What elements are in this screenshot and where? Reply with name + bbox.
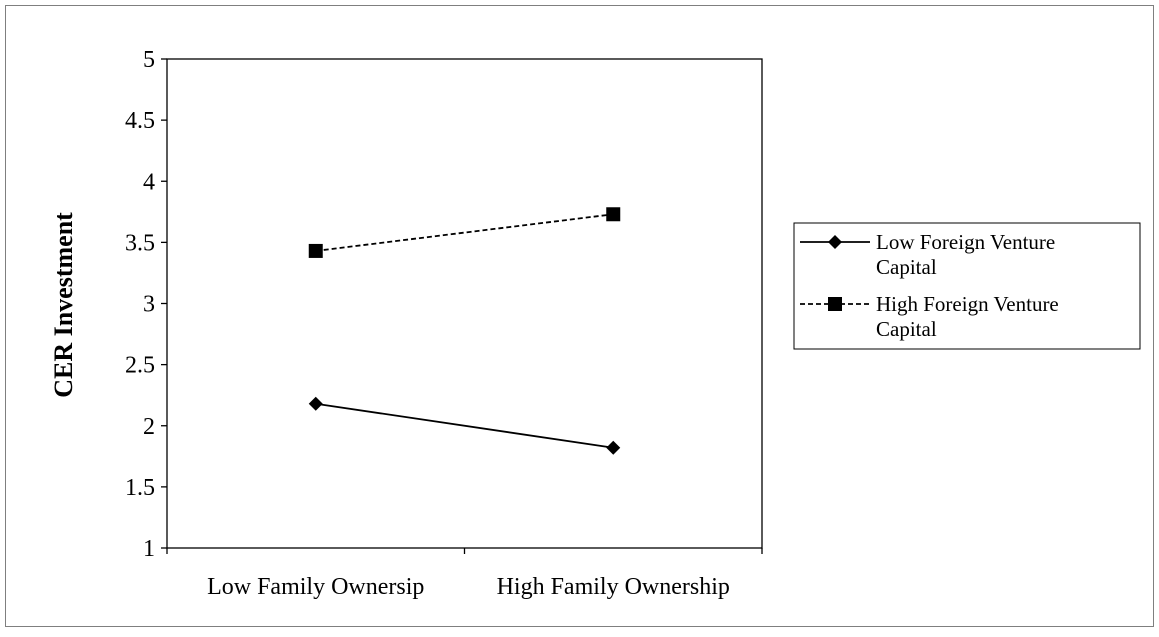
legend-item-2: High Foreign Venture Capital [800,292,1059,341]
series-1 [308,396,621,455]
y-tick-label: 1.5 [125,475,155,501]
legend-box [793,222,1141,350]
x-tick-label: Low Family Ownersip [207,574,424,600]
y-tick-label: 2 [143,414,155,440]
x-axis-tick-labels: Low Family Ownersip High Family Ownership [166,548,763,600]
series-layer [308,207,621,455]
legend-label: High Foreign Venture Capital [876,292,1059,341]
data-point [606,207,621,222]
y-tick-label: 4.5 [125,108,155,134]
y-tick-label: 5 [143,47,155,73]
y-tick-label: 3 [143,292,155,318]
y-axis-title: CER Investment [49,212,78,398]
y-tick-label: 1 [143,536,155,562]
data-point [308,243,323,258]
x-tick-label: High Family Ownership [497,574,730,600]
legend-marker [828,235,842,249]
legend-marker [828,297,842,311]
legend: Low Foreign Venture Capital High Foreign V… [793,222,1141,350]
series-line [315,402,614,449]
data-point [308,396,323,411]
y-tick-label: 2.5 [125,353,155,379]
y-tick-label: 4 [143,169,155,195]
data-point [606,440,621,455]
legend-item-1: Low Foreign Venture Capital [800,230,1055,279]
legend-label: Low Foreign Venture Capital [876,230,1055,279]
series-2 [308,207,621,258]
y-tick-label: 3.5 [125,230,155,256]
series-line [315,213,614,252]
y-axis-tick-labels: 1 1.5 2 2.5 3 3.5 4 4.5 5 [125,47,167,562]
